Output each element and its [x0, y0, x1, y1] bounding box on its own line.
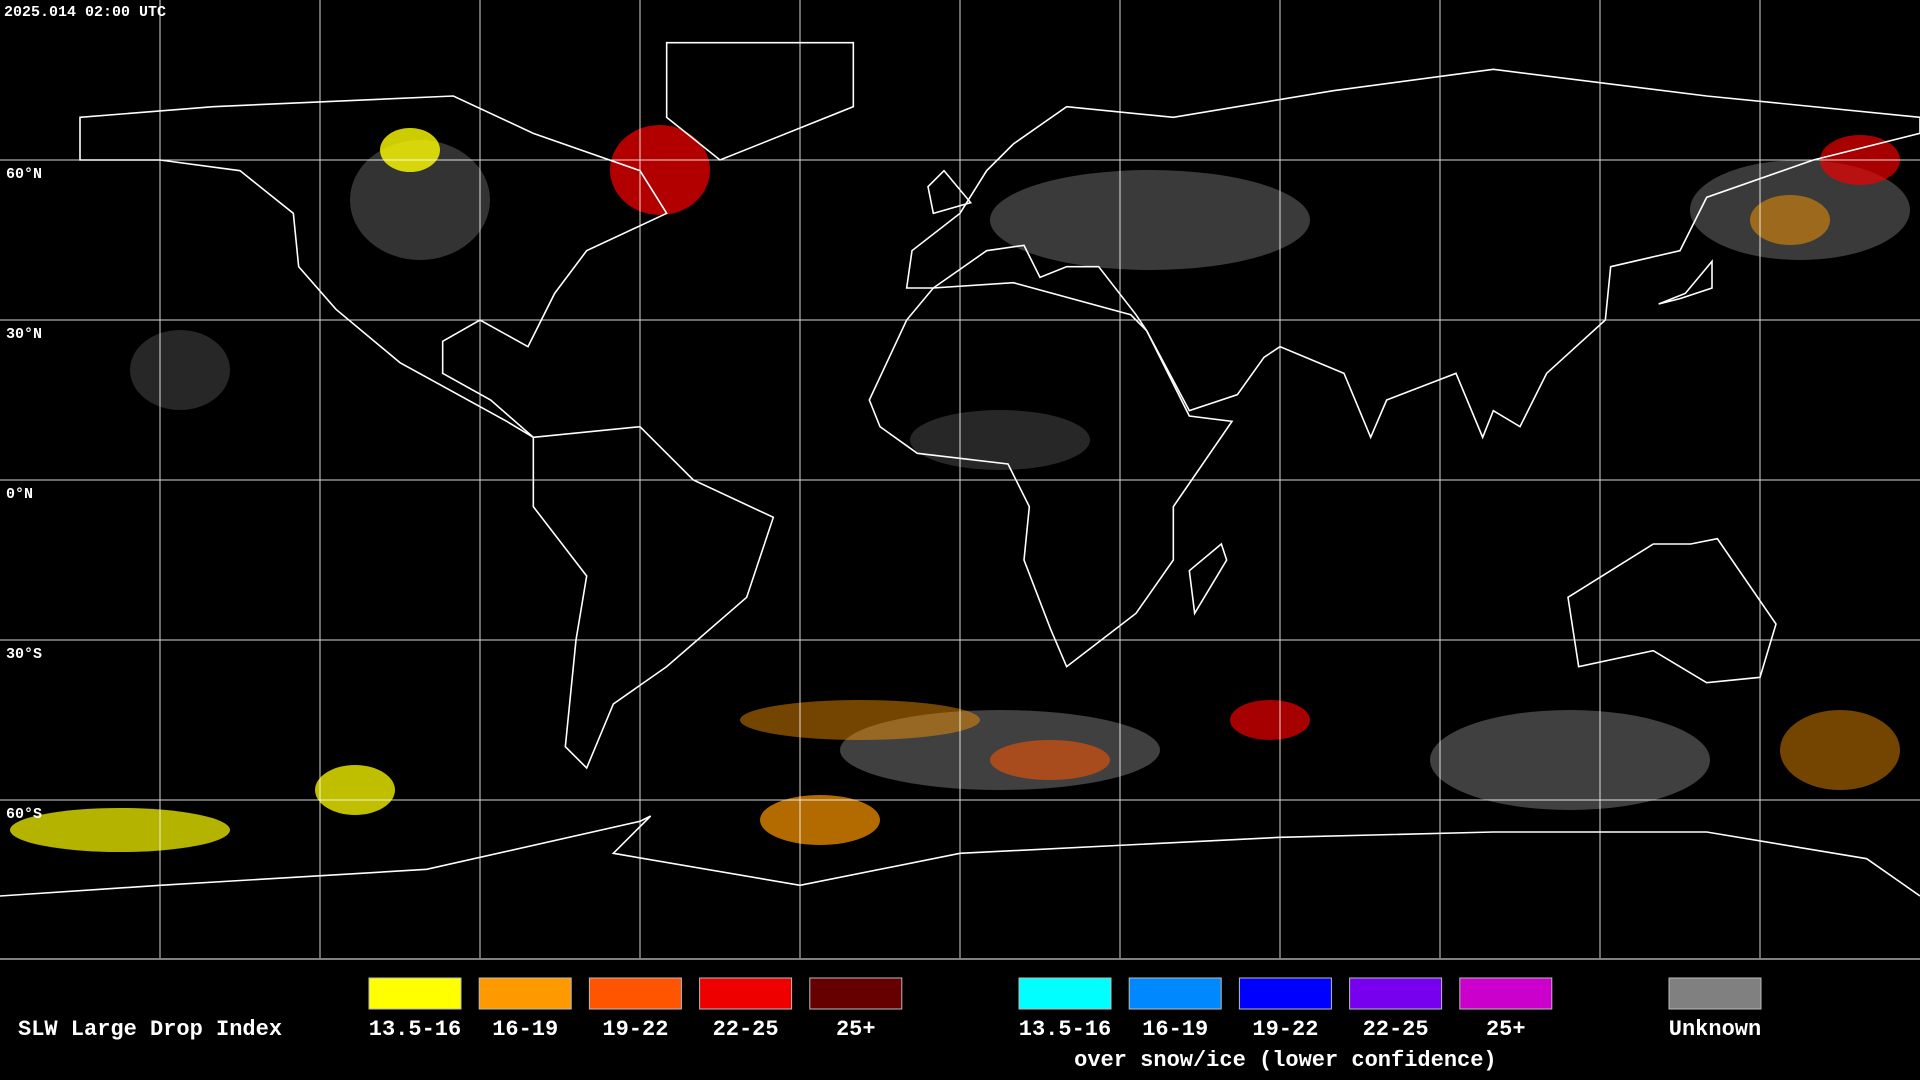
graticule: [0, 0, 1920, 958]
legend-label: 22-25: [1363, 1017, 1429, 1042]
coastline: [79, 95, 668, 439]
legend-swatch: [809, 977, 903, 1010]
legend-label: 22-25: [713, 1017, 779, 1042]
cloud-patch: [990, 740, 1110, 780]
cloud-patch: [380, 128, 440, 172]
legend-swatch: [1128, 977, 1222, 1010]
legend-swatch: [699, 977, 793, 1010]
latitude-label: 30°N: [6, 326, 42, 343]
coastline: [665, 41, 855, 161]
legend-label: 13.5-16: [369, 1017, 461, 1042]
coastline: [1188, 542, 1228, 616]
legend-swatch: [1349, 977, 1443, 1010]
legend-caption: over snow/ice (lower confidence): [1074, 1048, 1496, 1073]
timestamp: 2025.014 02:00 UTC: [4, 4, 166, 21]
latitude-label: 60°N: [6, 166, 42, 183]
coastlines: [0, 41, 1920, 897]
legend-label: 16-19: [1142, 1017, 1208, 1042]
cloud-patch: [350, 140, 490, 260]
cloud-patch: [130, 330, 230, 410]
latitude-label: 0°N: [6, 486, 33, 503]
coastline: [905, 68, 1920, 440]
legend-label: 25+: [1486, 1017, 1526, 1042]
legend-label: 16-19: [492, 1017, 558, 1042]
cloud-patch: [1750, 195, 1830, 245]
legend-swatch: [1238, 977, 1332, 1010]
latitude-label: 60°S: [6, 806, 42, 823]
legend-label: Unknown: [1669, 1017, 1761, 1042]
latitude-label: 30°S: [6, 646, 42, 663]
coastline: [1658, 259, 1713, 305]
cloud-patch: [740, 700, 980, 740]
coastline: [1567, 537, 1777, 684]
map-labels: 2025.014 02:00 UTC 60°N 30°N 0°N 30°S 60°S: [4, 4, 166, 823]
cloud-patch: [1230, 700, 1310, 740]
cloud-patch: [10, 808, 230, 852]
cloud-patch: [760, 795, 880, 845]
legend-label: 19-22: [602, 1017, 668, 1042]
cloud-patch: [990, 170, 1310, 270]
coastline: [868, 281, 1234, 668]
legend-label: 19-22: [1252, 1017, 1318, 1042]
legend-label: 25+: [836, 1017, 876, 1042]
legend-swatch: [1459, 977, 1553, 1010]
legend-swatch: [588, 977, 682, 1010]
legend-swatch: [1668, 977, 1762, 1010]
cloud-patch: [910, 410, 1090, 470]
legend: SLW Large Drop Index 13.5-16 16-19 19-22 22…: [18, 977, 1762, 1073]
legend-label: 13.5-16: [1019, 1017, 1111, 1042]
legend-title: SLW Large Drop Index: [18, 1017, 282, 1042]
cloud-patch: [1780, 710, 1900, 790]
cloud-patch: [315, 765, 395, 815]
cloud-patch: [610, 125, 710, 215]
coastline: [927, 169, 973, 215]
legend-swatch: [478, 977, 572, 1010]
cloud-imagery: [10, 125, 1910, 852]
legend-swatch: [1018, 977, 1112, 1010]
legend-swatch: [368, 977, 462, 1010]
cloud-patch: [1430, 710, 1710, 810]
